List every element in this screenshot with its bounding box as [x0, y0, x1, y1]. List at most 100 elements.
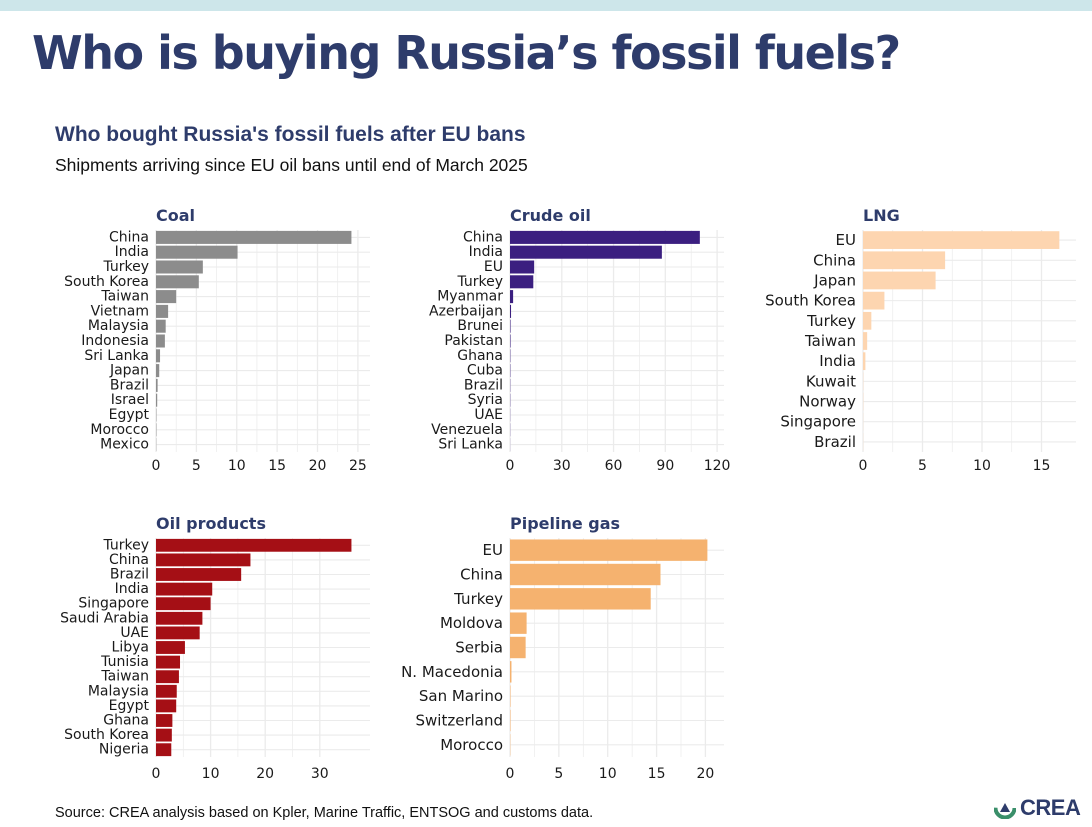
- category-label: Turkey: [806, 312, 856, 330]
- category-label: Saudi Arabia: [60, 610, 149, 626]
- bar-n-macedonia: [510, 661, 512, 683]
- x-tick-label: 0: [859, 458, 868, 474]
- bar-tunisia: [156, 655, 181, 669]
- chart-panel-crude-oil: ChinaIndiaEUTurkeyMyanmarAzerbaijanBrune…: [429, 206, 730, 474]
- category-label: Azerbaijan: [429, 303, 503, 319]
- category-label: Taiwan: [804, 332, 856, 350]
- category-label: EU: [484, 259, 503, 275]
- category-label: Brazil: [814, 433, 856, 451]
- category-label: Syria: [468, 392, 503, 408]
- category-label: Venezuela: [431, 422, 503, 438]
- source-note: Source: CREA analysis based on Kpler, Ma…: [55, 805, 594, 821]
- x-tick-label: 10: [202, 766, 220, 782]
- category-label: Turkey: [453, 590, 503, 608]
- bar-turkey: [510, 275, 534, 289]
- category-label: Brazil: [110, 377, 149, 393]
- bar-taiwan: [156, 290, 177, 304]
- x-tick-label: 30: [553, 458, 571, 474]
- category-label: UAE: [474, 407, 503, 423]
- category-label: Malaysia: [88, 683, 149, 699]
- x-tick-label: 120: [704, 458, 731, 474]
- bar-taiwan: [156, 670, 179, 684]
- x-tick-label: 20: [256, 766, 274, 782]
- category-label: EU: [836, 231, 856, 249]
- x-tick-label: 5: [192, 458, 201, 474]
- x-tick-label: 15: [268, 458, 286, 474]
- category-label: Brazil: [464, 377, 503, 393]
- x-tick-label: 0: [506, 766, 515, 782]
- chart-panel-pipeline-gas: EU China Turkey Moldova Serbia N. Macedonia Sa…: [401, 514, 724, 782]
- category-label: India: [115, 581, 149, 597]
- bar-south-korea: [156, 728, 172, 742]
- figure-title: Who bought Russia's fossil fuels after E…: [55, 123, 526, 146]
- x-tick-label: 15: [1033, 458, 1051, 474]
- category-label: Turkey: [102, 537, 149, 553]
- category-label: Serbia: [455, 639, 503, 657]
- category-label: Turkey: [102, 259, 149, 275]
- category-label: Cuba: [467, 363, 503, 379]
- category-label: Libya: [112, 640, 149, 656]
- category-label: UAE: [120, 625, 149, 641]
- category-label: Brazil: [110, 567, 149, 583]
- category-label: China: [463, 229, 503, 245]
- bar-turkey: [510, 588, 651, 610]
- bar-eu: [510, 260, 535, 274]
- x-tick-label: 30: [311, 766, 329, 782]
- chart-title: Coal: [156, 206, 195, 225]
- category-label: Vietnam: [91, 303, 149, 319]
- bar-libya: [156, 641, 185, 654]
- bar-south-korea: [863, 291, 885, 310]
- category-label: India: [469, 244, 503, 260]
- bar-azerbaijan: [510, 304, 512, 318]
- category-label: Moldova: [440, 614, 503, 632]
- bar-saudi-arabia: [156, 611, 203, 625]
- bar-india: [156, 245, 238, 259]
- category-label: Switzerland: [416, 712, 504, 730]
- bar-brunei: [510, 319, 511, 333]
- x-tick-label: 10: [228, 458, 246, 474]
- x-tick-label: 60: [605, 458, 623, 474]
- bar-brazil: [156, 378, 158, 392]
- category-label: Tunisia: [100, 654, 149, 670]
- category-label: Ghana: [103, 713, 149, 729]
- bar-japan: [156, 364, 160, 378]
- x-tick-label: 0: [152, 766, 161, 782]
- crea-logo-icon: [994, 797, 1016, 819]
- bar-uae: [156, 626, 200, 640]
- category-label: San Marino: [419, 687, 503, 705]
- chart-title: Pipeline gas: [510, 514, 620, 533]
- x-tick-label: 90: [656, 458, 674, 474]
- x-tick-label: 0: [506, 458, 515, 474]
- category-label: Turkey: [456, 274, 503, 290]
- bar-israel: [156, 393, 158, 407]
- bar-south-korea: [156, 275, 199, 289]
- category-label: Ghana: [457, 348, 503, 364]
- bar-brazil: [156, 568, 242, 581]
- bar-myanmar: [510, 290, 514, 304]
- category-label: N. Macedonia: [401, 663, 503, 681]
- bar-vietnam: [156, 304, 169, 318]
- x-tick-label: 0: [152, 458, 161, 474]
- category-label: South Korea: [765, 292, 856, 310]
- bar-nigeria: [156, 743, 172, 757]
- bar-japan: [863, 271, 936, 290]
- category-label: Sri Lanka: [84, 348, 149, 364]
- bar-china: [510, 230, 700, 244]
- x-tick-label: 25: [349, 458, 367, 474]
- category-label: Taiwan: [100, 289, 149, 305]
- category-label: Singapore: [78, 596, 149, 612]
- chart-title: LNG: [863, 206, 900, 225]
- crea-logo-text: CREA: [1020, 795, 1081, 820]
- category-label: Japan: [109, 363, 149, 379]
- category-label: Taiwan: [100, 669, 149, 685]
- category-label: South Korea: [64, 274, 149, 290]
- bar-pakistan: [510, 334, 511, 348]
- bar-serbia: [510, 636, 526, 659]
- category-label: Norway: [799, 393, 856, 411]
- category-label: China: [109, 229, 149, 245]
- bar-egypt: [156, 699, 177, 713]
- category-label: Indonesia: [81, 333, 149, 349]
- bar-taiwan: [863, 332, 868, 350]
